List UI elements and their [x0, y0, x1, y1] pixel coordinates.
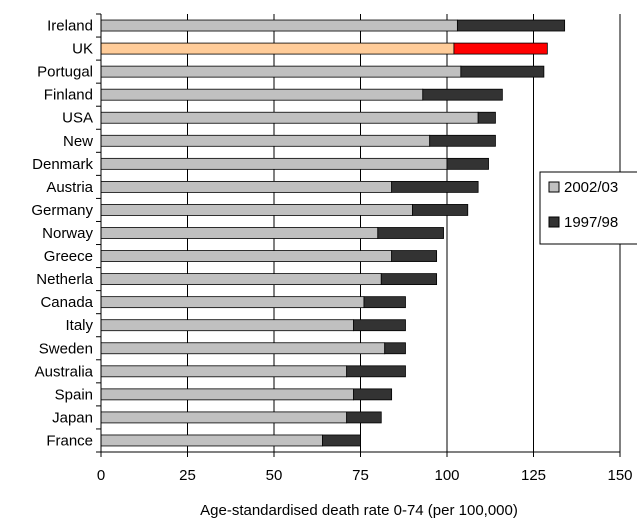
category-label-portugal: Portugal — [37, 64, 93, 81]
bar-new-1997-98 — [429, 134, 496, 147]
bar-usa-1997-98 — [477, 111, 496, 124]
bar-france-1997-98 — [322, 434, 361, 447]
category-labels: Ireland UK Portugal Finland USA New Denmark Aus… — [31, 18, 93, 450]
x-axis-title: Age-standardised death rate 0-74 (per 10… — [200, 502, 518, 519]
category-label-usa: USA — [62, 110, 93, 127]
category-label-germany: Germany — [31, 202, 93, 219]
legend-box — [539, 171, 637, 245]
bar-denmark-2002-03 — [100, 157, 448, 170]
bar-canada-2002-03 — [100, 296, 365, 309]
bar-spain-1997-98 — [353, 388, 393, 401]
bar-uk-2002-03 — [100, 42, 455, 55]
x-tick-label-150: 150 — [607, 467, 632, 484]
category-label-denmark: Denmark — [32, 156, 93, 173]
bar-netherla-2002-03 — [100, 273, 382, 286]
bar-ireland-2002-03 — [100, 19, 458, 32]
bar-italy-1997-98 — [353, 319, 406, 332]
bar-sweden-2002-03 — [100, 342, 386, 355]
bar-sweden-1997-98 — [384, 342, 406, 355]
bar-austria-1997-98 — [391, 180, 479, 193]
category-label-finland: Finland — [44, 87, 93, 104]
x-tick-label-100: 100 — [434, 467, 459, 484]
bar-denmark-1997-98 — [446, 157, 489, 170]
bar-usa-2002-03 — [100, 111, 479, 124]
bar-portugal-1997-98 — [460, 65, 545, 78]
bar-australia-2002-03 — [100, 365, 348, 378]
bar-norway-1997-98 — [377, 227, 444, 239]
bar-greece-2002-03 — [100, 250, 393, 262]
x-tick-label-125: 125 — [521, 467, 546, 484]
legend-label-1997-98: 1997/98 — [564, 214, 618, 231]
x-tick-label-50: 50 — [266, 467, 283, 484]
x-tick-labels: 0 25 50 75 100 125 150 — [97, 452, 633, 484]
category-label-spain: Spain — [55, 386, 93, 403]
legend-swatch-1997-98 — [548, 216, 560, 228]
bar-germany-2002-03 — [100, 204, 413, 216]
category-label-netherla: Netherla — [36, 271, 93, 288]
bar-uk-1997-98 — [453, 42, 548, 55]
bar-canada-1997-98 — [363, 296, 406, 309]
legend-label-2002-03: 2002/03 — [564, 179, 618, 196]
category-label-austria: Austria — [46, 179, 93, 196]
category-label-japan: Japan — [52, 409, 93, 426]
bar-ireland-1997-98 — [456, 19, 566, 32]
bar-austria-2002-03 — [100, 180, 393, 193]
x-tick-label-0: 0 — [97, 467, 105, 484]
category-label-new: New — [63, 133, 93, 150]
bar-netherla-1997-98 — [380, 273, 438, 286]
bar-australia-1997-98 — [346, 365, 406, 378]
x-tick-label-75: 75 — [352, 467, 369, 484]
x-tick-label-25: 25 — [179, 467, 196, 484]
bar-norway-2002-03 — [100, 227, 379, 239]
bar-finland-2002-03 — [100, 88, 424, 101]
bar-spain-2002-03 — [100, 388, 354, 401]
bar-finland-1997-98 — [422, 88, 503, 101]
category-label-norway: Norway — [42, 225, 93, 242]
category-label-canada: Canada — [40, 294, 93, 311]
bar-new-2002-03 — [100, 134, 431, 147]
category-label-uk: UK — [72, 41, 93, 58]
bar-germany-1997-98 — [411, 204, 469, 216]
bar-italy-2002-03 — [100, 319, 354, 332]
legend-swatch-2002-03 — [548, 181, 560, 193]
category-label-ireland: Ireland — [47, 18, 93, 35]
bar-japan-2002-03 — [100, 411, 348, 424]
bar-portugal-2002-03 — [100, 65, 462, 78]
category-label-australia: Australia — [35, 363, 94, 380]
bar-france-2002-03 — [100, 434, 323, 447]
category-label-greece: Greece — [44, 248, 93, 265]
legend: 2002/03 1997/98 — [539, 171, 637, 245]
category-label-france: France — [46, 432, 93, 449]
bars-group — [96, 13, 566, 447]
category-label-italy: Italy — [65, 317, 93, 334]
bar-greece-1997-98 — [391, 250, 438, 262]
bar-japan-1997-98 — [346, 411, 382, 424]
category-label-sweden: Sweden — [39, 340, 93, 357]
